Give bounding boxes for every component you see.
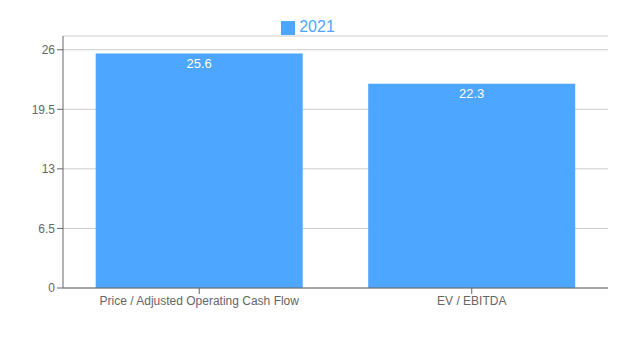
html-text:2021: 2021: [299, 18, 335, 35]
svg-text:6.5: 6.5: [38, 222, 55, 236]
svg-text:EV / EBITDA: EV / EBITDA: [437, 294, 506, 308]
svg-text:Price / Adjusted Operating Cas: Price / Adjusted Operating Cash Flow: [100, 294, 300, 308]
svg-text:19.5: 19.5: [32, 103, 56, 117]
svg-text:13: 13: [42, 162, 56, 176]
svg-text:22.3: 22.3: [459, 86, 484, 101]
svg-text:26: 26: [42, 43, 56, 57]
svg-text:25.6: 25.6: [187, 56, 212, 71]
svg-text:0: 0: [48, 281, 55, 295]
